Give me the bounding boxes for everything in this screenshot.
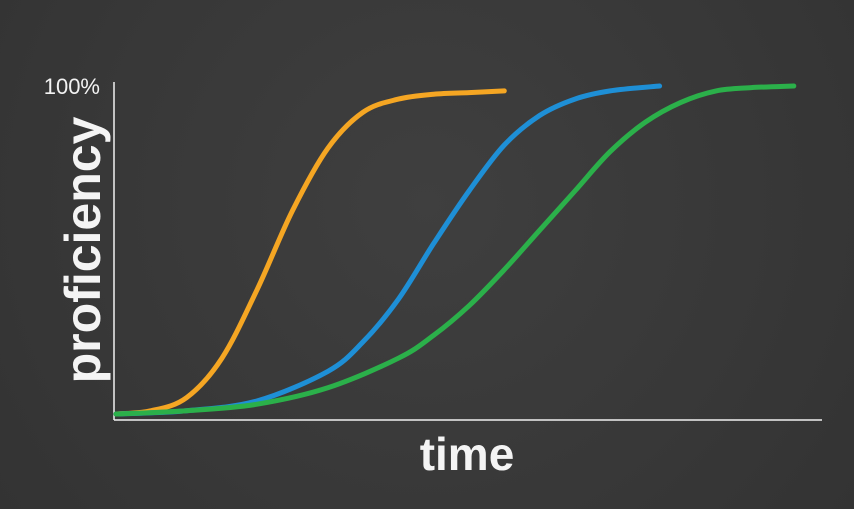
y-tick-label-max: 100%	[44, 74, 100, 99]
series-line-3	[113, 83, 797, 417]
y-axis-title: proficiency	[55, 116, 111, 383]
series-layer	[113, 83, 797, 417]
x-axis-title: time	[420, 428, 515, 480]
series-line-2	[113, 83, 663, 417]
series-line-1	[113, 88, 507, 417]
axes	[113, 82, 822, 421]
